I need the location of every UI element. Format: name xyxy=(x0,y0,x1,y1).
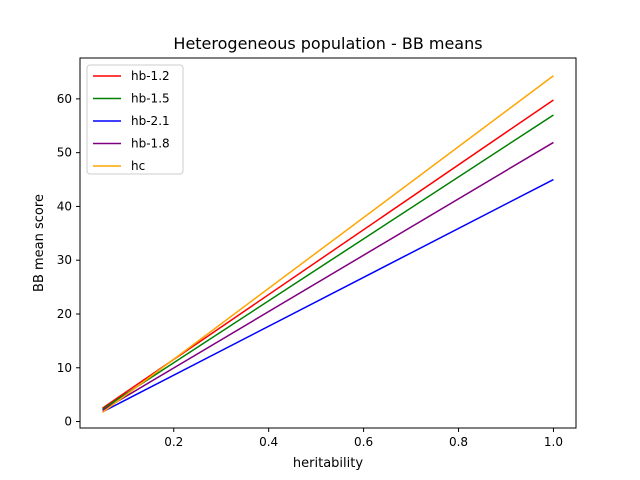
y-tick-label: 50 xyxy=(57,146,72,160)
series-layer xyxy=(102,75,554,414)
y-tick-label: 60 xyxy=(57,92,72,106)
legend-label-hc: hc xyxy=(131,159,145,173)
chart-title: Heterogeneous population - BB means xyxy=(173,34,482,53)
x-tick-label: 0.8 xyxy=(449,435,468,449)
y-tick-label: 10 xyxy=(57,361,72,375)
legend-label-hb-1-5: hb-1.5 xyxy=(131,92,170,106)
x-axis-ticks: 0.2 0.4 0.6 0.8 1.0 xyxy=(164,428,563,449)
series-line-hb-1-8 xyxy=(102,141,554,411)
x-axis-label: heritability xyxy=(293,456,363,471)
x-tick-label: 1.0 xyxy=(544,435,563,449)
x-tick-label: 0.6 xyxy=(354,435,373,449)
legend-label-hb-2-1: hb-2.1 xyxy=(131,114,170,128)
legend-label-hb-1-8: hb-1.8 xyxy=(131,137,170,151)
series-line-hc xyxy=(102,75,554,414)
series-line-hb-1-5 xyxy=(102,114,554,410)
series-line-hb-2-1 xyxy=(102,178,554,413)
y-tick-label: 0 xyxy=(64,415,72,429)
y-tick-label: 30 xyxy=(57,253,72,267)
legend-box xyxy=(86,64,184,175)
x-tick-label: 0.2 xyxy=(164,435,183,449)
legend-label-hb-1-2: hb-1.2 xyxy=(131,69,170,83)
plot-frame xyxy=(79,57,577,429)
y-tick-label: 40 xyxy=(57,199,72,213)
legend: hb-1.2 hb-1.5 hb-2.1 hb-1.8 hc xyxy=(86,64,184,175)
x-tick-label: 0.4 xyxy=(259,435,278,449)
y-axis-ticks: 0 10 20 30 40 50 60 xyxy=(57,92,80,429)
y-axis-label: BB mean score xyxy=(32,194,47,292)
y-tick-label: 20 xyxy=(57,307,72,321)
